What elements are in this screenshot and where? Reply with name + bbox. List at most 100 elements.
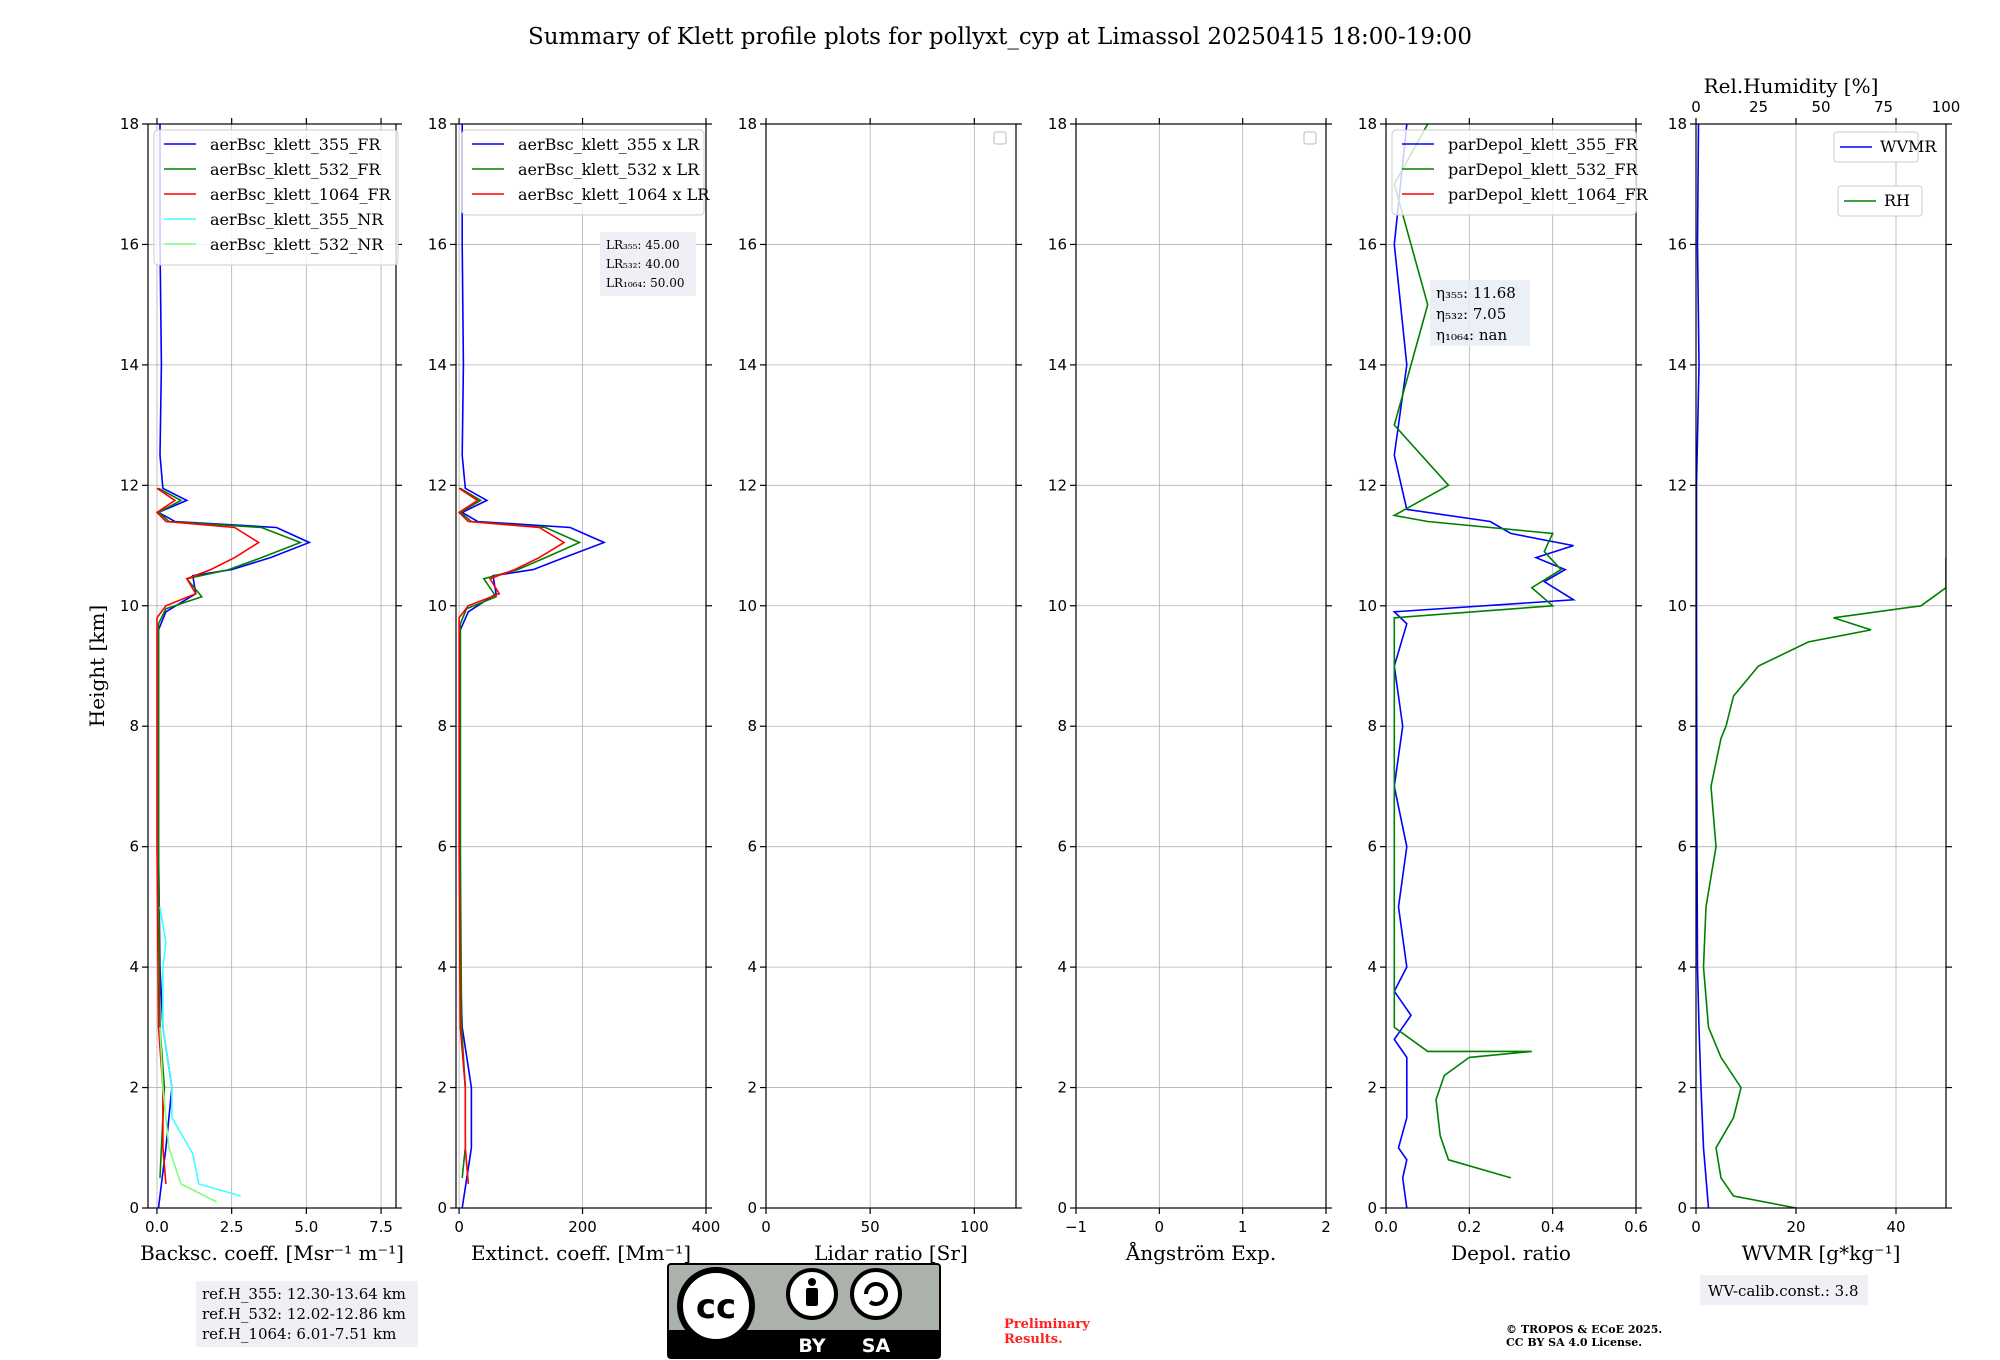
ref-height-label: ref.H_1064: 6.01-7.51 km [202, 1325, 396, 1343]
axes-frame [1075, 123, 1327, 1209]
y-tick-label: 8 [437, 717, 447, 735]
top-axis-label: Rel.Humidity [%] [1704, 74, 1879, 98]
y-tick-label: 6 [437, 838, 447, 856]
x-axis-label: Extinct. coeff. [Mm⁻¹] [471, 1241, 691, 1265]
y-tick-label: 16 [1358, 235, 1377, 253]
y-axis-label: Height [km] [85, 605, 109, 727]
y-tick-label: 8 [747, 717, 757, 735]
y-tick-label: 4 [1367, 958, 1377, 976]
y-tick-label: 6 [1367, 838, 1377, 856]
y-tick-label: 16 [1668, 235, 1687, 253]
x-tick-label: 50 [861, 1218, 880, 1236]
y-tick-label: 10 [428, 597, 447, 615]
y-tick-label: 4 [437, 958, 447, 976]
y-tick-label: 2 [747, 1079, 757, 1097]
by-label: BY [798, 1335, 825, 1357]
empty-legend-box [993, 131, 1007, 145]
x-tick-label: 0.6 [1624, 1218, 1648, 1236]
sa-label: SA [862, 1335, 891, 1357]
legend-box [153, 129, 399, 266]
y-tick-label: 12 [1668, 476, 1687, 494]
legend-label: aerBsc_klett_355_FR [210, 135, 381, 154]
x-tick-label: −1 [1065, 1218, 1087, 1236]
x-tick-label: 200 [568, 1218, 597, 1236]
series-line-aerBsc_klett_532_FR [157, 487, 303, 1178]
series-line-aerBsc_klett_355_FR [156, 124, 312, 1208]
y-tick-label: 2 [129, 1079, 139, 1097]
y-tick-label: 12 [1358, 476, 1377, 494]
x-axis-label: Lidar ratio [Sr] [814, 1241, 968, 1265]
y-tick-label: 10 [1358, 597, 1377, 615]
panel-depolarization: 0 2 4 6 8 10 12 14 16 18 0.0 0.2 0.4 0.6 Depol. ratio p… [1358, 115, 1649, 1265]
legend-box [1833, 131, 1919, 163]
legend-box [1837, 185, 1923, 217]
x-tick-label: 20 [1786, 1218, 1805, 1236]
x-tick-label: 0 [1155, 1218, 1165, 1236]
empty-legend-box [1303, 131, 1317, 145]
x-tick-label: 0.4 [1541, 1218, 1565, 1236]
y-tick-label: 0 [437, 1199, 447, 1217]
by-icon-head [808, 1278, 816, 1286]
cc-label: cc [696, 1287, 736, 1327]
panel-lidar_ratio: 0 2 4 6 8 10 12 14 16 18 0 50 100 Lidar ratio [Sr] [738, 115, 1022, 1265]
y-tick-label: 2 [1367, 1079, 1377, 1097]
legend-entry: WVMR [1833, 131, 1937, 163]
sa-icon [850, 1268, 902, 1320]
axes-frame [455, 123, 707, 1209]
x-tick-label: 0.0 [1374, 1218, 1398, 1236]
legend: aerBsc_klett_355_FR aerBsc_klett_532_FRae… [153, 129, 399, 266]
y-tick-label: 18 [1668, 115, 1687, 133]
series-group [155, 124, 312, 1208]
legend-label: aerBsc_klett_1064_FR [210, 185, 392, 204]
y-tick-label: 16 [738, 235, 757, 253]
y-tick-label: 0 [1677, 1199, 1687, 1217]
y-tick-label: 12 [1048, 476, 1067, 494]
legend: parDepol_klett_355_FR parDepol_klett_532_… [1391, 129, 1649, 216]
y-tick-label: 6 [1677, 838, 1687, 856]
series-line-RH [1702, 557, 1946, 1208]
x-tick-label: 5.0 [294, 1218, 318, 1236]
ref-height-label: ref.H_355: 12.30-13.64 km [202, 1285, 406, 1303]
y-tick-label: 4 [747, 958, 757, 976]
legend-label: WVMR [1880, 137, 1937, 156]
x-tick-label: 2.5 [220, 1218, 244, 1236]
preliminary-note: Results. [1004, 1332, 1063, 1347]
legend-label: parDepol_klett_355_FR [1448, 135, 1639, 154]
y-tick-label: 12 [428, 476, 447, 494]
series-line-aerBsc_klett_532_NR [159, 1027, 218, 1203]
ref-heights-box [196, 1281, 418, 1347]
y-tick-label: 8 [1057, 717, 1067, 735]
x-tick-label: 2 [1321, 1218, 1331, 1236]
x-tick-label: 0 [1691, 1218, 1701, 1236]
top-tick-label: 100 [1932, 98, 1961, 116]
y-tick-label: 0 [129, 1199, 139, 1217]
y-tick-label: 10 [1668, 597, 1687, 615]
y-tick-label: 14 [428, 356, 447, 374]
y-tick-label: 8 [129, 717, 139, 735]
y-tick-label: 4 [1057, 958, 1067, 976]
y-tick-label: 2 [1057, 1079, 1067, 1097]
cc-by-sa-badge: cc BY SA [667, 1263, 941, 1359]
eta-label: η₅₃₂: 7.05 [1436, 305, 1506, 323]
axes-frame [1385, 123, 1637, 1209]
y-tick-label: 0 [1367, 1199, 1377, 1217]
lr-label: LR₁₀₆₄: 50.00 [606, 276, 684, 290]
legend-label: aerBsc_klett_532_FR [210, 160, 381, 179]
series-line-aerBsc_klett_355_NR [159, 906, 241, 1197]
x-tick-label: 40 [1886, 1218, 1905, 1236]
y-tick-label: 14 [738, 356, 757, 374]
legend-label: aerBsc_klett_355 x LR [518, 135, 700, 154]
eta-label: η₁₀₆₄: nan [1436, 326, 1507, 344]
top-tick-label: 25 [1749, 98, 1768, 116]
legend-label: aerBsc_klett_532 x LR [518, 160, 700, 179]
y-tick-label: 4 [129, 958, 139, 976]
y-tick-label: 6 [129, 838, 139, 856]
y-tick-label: 6 [747, 838, 757, 856]
series-group [1696, 124, 1946, 1208]
wv-calib-label: WV-calib.const.: 3.8 [1708, 1282, 1859, 1300]
eta-label: η₃₅₅: 11.68 [1436, 284, 1516, 302]
y-tick-label: 10 [738, 597, 757, 615]
axes-frame [1695, 123, 1947, 1209]
